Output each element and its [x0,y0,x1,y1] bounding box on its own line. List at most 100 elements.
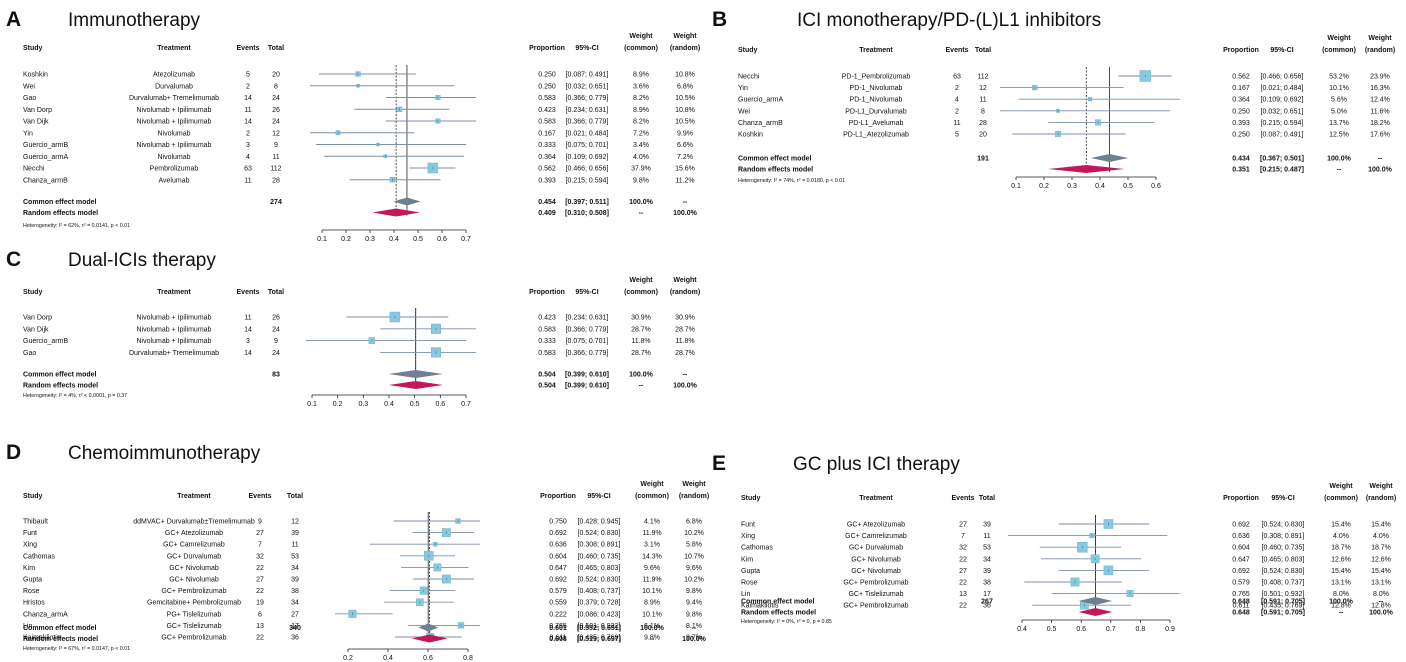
column-header-events: Events [249,493,272,500]
x-axis-tick-label: 0.1 [317,236,327,243]
study-weight-random: 9.9% [677,130,693,137]
study-ci: [0.087; 0.491] [566,72,609,79]
random-effects-diamond [1048,165,1125,173]
study-proportion: 0.604 [1232,545,1250,552]
study-events: 14 [244,326,252,333]
column-header-total: Total [979,495,995,502]
column-header-treatment: Treatment [157,289,191,296]
study-proportion: 0.583 [538,326,556,333]
x-axis-tick-label: 0.1 [1011,183,1021,190]
column-header-proportion: Proportion [540,493,576,500]
panel-label: B [712,8,727,31]
common-effect-weight-common: 100.0% [1327,156,1352,163]
study-ci: [0.308; 0.891] [1262,533,1305,540]
study-name: Koshkin [738,132,763,139]
common-effect-weight-common: 100.0% [629,372,654,379]
study-events: 11 [244,315,251,322]
study-weight-common: 11.9% [642,577,661,584]
study-name: Xing [23,542,37,549]
study-weight-common: 13.7% [1329,120,1349,127]
study-ci: [0.465; 0.803] [1262,556,1305,563]
study-total: 36 [983,603,991,610]
study-name: Guercio_armA [738,97,783,104]
study-name: Yin [738,85,748,92]
study-total: 11 [983,533,990,540]
column-header-weight-common: Weight [640,481,664,488]
study-name: Cathomas [23,553,55,560]
study-total: 11 [291,542,298,549]
study-events: 22 [959,556,967,563]
study-ci: [0.021; 0.484] [566,130,609,137]
study-treatment: PD-L1_Avelumab [849,120,904,127]
study-name: Necchi [23,166,45,173]
study-ci: [0.075; 0.701] [566,338,609,345]
study-weight-common: 10.1% [1329,85,1349,92]
heterogeneity-text: Heterogeneity: I² = 74%, τ² = 0.0180, p … [738,178,845,184]
study-ci: [0.435; 0.769] [578,635,621,642]
study-total: 17 [983,591,991,598]
study-treatment: PD-1_Pembrolizumab [842,74,911,81]
study-proportion: 0.611 [550,635,567,642]
common-effect-total: 274 [270,199,282,206]
study-proportion: 0.562 [538,166,556,173]
random-effects-label: Random effects model [23,383,98,390]
common-effect-proportion: 0.504 [538,372,556,379]
study-name: Chanza_armB [23,177,68,184]
study-events: 2 [246,130,250,137]
common-effect-diamond [1078,597,1113,605]
study-weight-random: 4.0% [1373,533,1389,540]
panel-label: D [6,441,21,464]
random-effects-proportion: 0.351 [1232,167,1250,174]
study-weight-random: 18.7% [1371,545,1391,552]
study-weight-random: 10.8% [675,107,695,114]
study-ci: [0.075; 0.701] [566,142,609,149]
study-name: Gao [23,350,36,357]
study-weight-random: 15.4% [1371,522,1391,529]
column-header-total: Total [268,289,284,296]
study-proportion: 0.636 [549,542,567,549]
column-header-ci: 95%-CI [1271,495,1294,502]
study-weight-random: 15.4% [1371,568,1391,575]
column-header-weight-common-sub: (common) [624,289,658,296]
study-weight-random: 6.8% [686,519,702,526]
study-treatment: PD-1_Nivolumab [850,85,903,92]
study-proportion: 0.250 [538,83,556,90]
x-axis-tick-label: 0.3 [365,236,375,243]
study-name: Van Dijk [23,326,49,333]
study-treatment: GC+ Nivolumab [169,565,219,572]
panel-title: ICI monotherapy/PD-(L)L1 inhibitors [797,10,1101,31]
study-weight-common: 10.1% [642,588,662,595]
study-treatment: Avelumab [158,177,189,184]
study-weight-common: 28.7% [631,350,651,357]
column-header-events: Events [237,45,260,52]
column-header-weight-common-sub: (common) [624,45,658,52]
study-name: Rose [23,588,39,595]
study-events: 14 [244,350,252,357]
study-treatment: GC+ Nivolumab [851,556,901,563]
study-name: Thibault [23,519,48,526]
study-total: 38 [291,588,299,595]
x-axis-tick-label: 0.8 [463,655,473,662]
study-proportion: 0.636 [1232,533,1250,540]
study-total: 39 [291,530,299,537]
common-effect-label: Common effect model [23,372,97,379]
common-effect-proportion: 0.601 [549,625,567,632]
study-total: 34 [291,565,299,572]
random-effects-weight-common: -- [650,636,655,643]
random-effects-label: Random effects model [738,167,813,174]
column-header-proportion: Proportion [1223,495,1259,502]
study-weight-random: 9.7% [686,635,702,642]
study-ci: [0.524; 0.830] [578,530,621,537]
random-effects-diamond [1078,608,1113,616]
study-ci: [0.379; 0.728] [578,600,621,607]
study-total: 34 [291,600,299,607]
study-weight-random: 11.8% [675,338,694,345]
study-total: 34 [983,556,991,563]
x-axis-tick-label: 0.7 [1106,626,1116,633]
common-effect-diamond [1090,154,1129,162]
study-proportion: 0.604 [549,553,567,560]
study-weight-random: 9.8% [686,588,702,595]
study-events: 11 [244,177,251,184]
study-weight-random: 28.7% [675,350,695,357]
common-effect-ci: [0.591; 0.705] [1261,599,1305,606]
